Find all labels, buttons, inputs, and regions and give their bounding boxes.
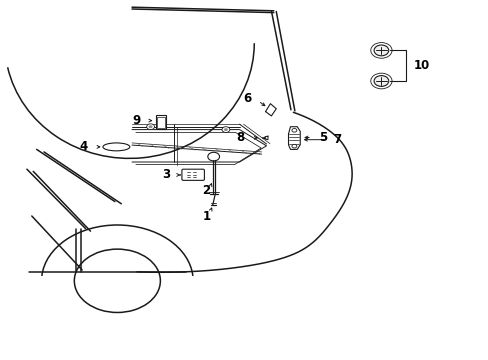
Circle shape — [224, 128, 227, 131]
FancyBboxPatch shape — [182, 169, 204, 180]
Text: 9: 9 — [132, 114, 141, 127]
Text: 8: 8 — [236, 131, 244, 144]
Circle shape — [373, 76, 388, 86]
Circle shape — [291, 144, 296, 148]
Text: 3: 3 — [162, 168, 170, 181]
Text: 7: 7 — [333, 133, 341, 146]
Ellipse shape — [102, 143, 129, 151]
Circle shape — [291, 129, 296, 132]
Circle shape — [146, 124, 154, 130]
Bar — [157, 117, 164, 128]
Text: 5: 5 — [318, 131, 326, 144]
Text: 6: 6 — [243, 92, 251, 105]
Circle shape — [148, 125, 152, 128]
Circle shape — [373, 45, 388, 56]
Polygon shape — [264, 136, 267, 140]
Polygon shape — [265, 104, 276, 116]
Text: 1: 1 — [202, 210, 210, 222]
Text: 4: 4 — [80, 140, 88, 153]
Text: 10: 10 — [412, 59, 428, 72]
Circle shape — [222, 127, 229, 132]
Bar — [155, 115, 166, 129]
Text: 2: 2 — [202, 184, 210, 197]
Polygon shape — [288, 127, 300, 149]
